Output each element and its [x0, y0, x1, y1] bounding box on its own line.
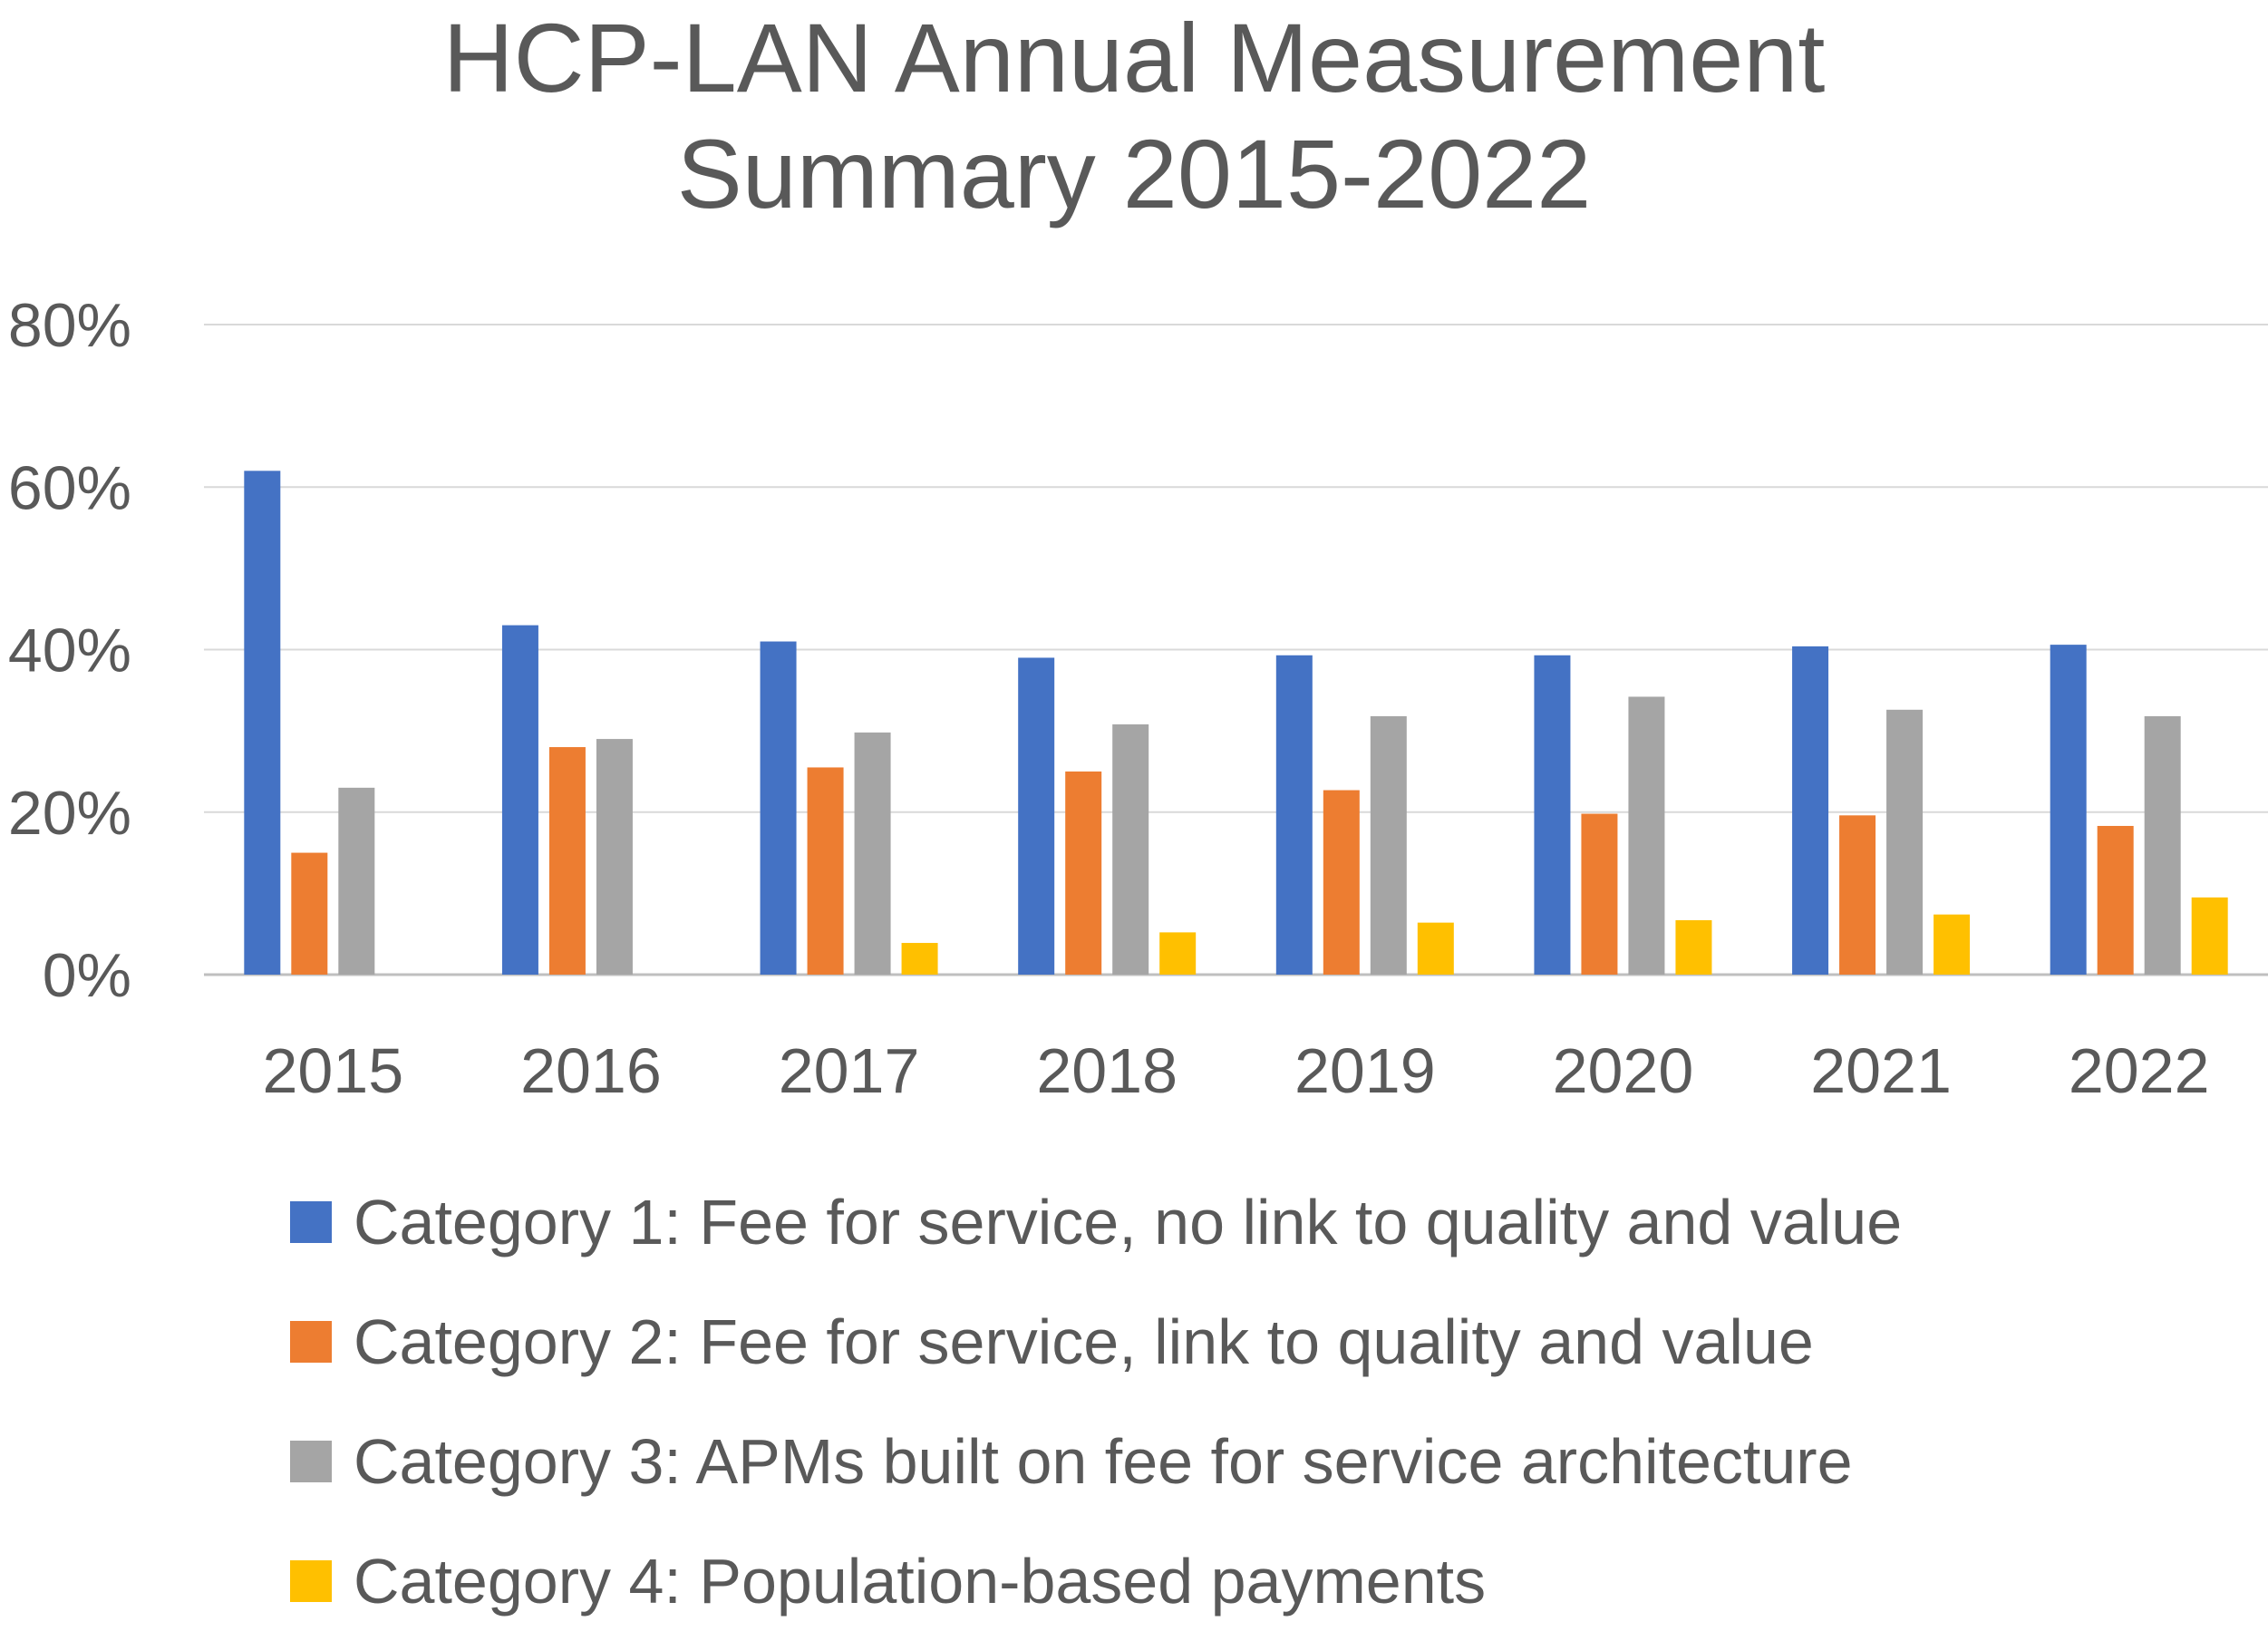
x-tick-label: 2021: [1810, 1035, 1952, 1106]
legend: Category 1: Fee for service, no link to …: [290, 1162, 1902, 1641]
legend-swatch: [290, 1560, 332, 1602]
legend-item-category-2: Category 2: Fee for service, link to qua…: [290, 1282, 1902, 1402]
bar-2022-series-2: [2097, 825, 2134, 975]
x-axis-ticks: 2015 2016 2017 2018 2019 2020 2021 2022: [262, 1035, 2209, 1106]
y-tick-label: 60%: [8, 453, 131, 522]
x-tick-label: 2018: [1036, 1035, 1178, 1106]
bar-2020-series-4: [1675, 919, 1712, 975]
bar-2018-series-1: [1018, 657, 1055, 975]
bar-2016-series-2: [548, 747, 586, 975]
bar-2015-series-3: [338, 787, 375, 975]
bar-2017-series-1: [760, 641, 797, 975]
legend-label: Category 1: Fee for service, no link to …: [354, 1187, 1903, 1257]
bar-2022-series-1: [2050, 645, 2087, 975]
legend-item-category-1: Category 1: Fee for service, no link to …: [290, 1162, 1902, 1282]
gridlines: [204, 324, 2268, 976]
bar-2020-series-3: [1628, 696, 1665, 975]
legend-swatch: [290, 1321, 332, 1363]
bar-2015-series-2: [291, 852, 328, 975]
x-tick-label: 2019: [1294, 1035, 1436, 1106]
bars: [244, 471, 2228, 975]
bar-2020-series-2: [1581, 813, 1618, 975]
legend-item-category-3: Category 3: APMs built on fee for servic…: [290, 1402, 1902, 1521]
bar-2016-series-1: [501, 625, 538, 975]
legend-label: Category 4: Population-based payments: [354, 1546, 1487, 1617]
bar-2017-series-4: [901, 943, 938, 975]
bar-2020-series-1: [1534, 655, 1571, 975]
y-tick-label: 40%: [8, 617, 131, 685]
legend-label: Category 3: APMs built on fee for servic…: [354, 1426, 1853, 1497]
bar-chart: 0%20%40%60%80% 2015 2016 2017 2018 2019 2020 2…: [8, 291, 2268, 1106]
x-tick-label: 2016: [520, 1035, 662, 1106]
bar-2019-series-2: [1323, 790, 1360, 975]
bar-2017-series-3: [854, 732, 891, 975]
legend-item-category-4: Category 4: Population-based payments: [290, 1521, 1902, 1641]
chart-title-line-2: Summary 2015-2022: [676, 119, 1592, 228]
bar-2016-series-3: [596, 739, 633, 975]
y-tick-label: 20%: [8, 779, 131, 848]
legend-swatch: [290, 1441, 332, 1482]
bar-2019-series-4: [1417, 922, 1454, 975]
bar-2017-series-2: [807, 767, 844, 975]
bar-2018-series-2: [1065, 771, 1102, 975]
bar-2021-series-3: [1886, 709, 1924, 975]
bar-2019-series-1: [1275, 655, 1313, 975]
bar-2019-series-3: [1370, 715, 1407, 975]
y-axis-ticks: 0% 20% 40% 60% 80%: [8, 291, 131, 1010]
legend-swatch: [290, 1201, 332, 1243]
bar-2021-series-1: [1792, 646, 1829, 975]
bar-2021-series-2: [1839, 815, 1876, 975]
bar-2018-series-4: [1159, 932, 1197, 975]
x-tick-label: 2015: [262, 1035, 403, 1106]
bar-2021-series-4: [1934, 914, 1971, 975]
chart-title: HCP-LAN Annual Measurement Summary 2015-…: [0, 0, 2268, 232]
chart-title-line-1: HCP-LAN Annual Measurement: [442, 3, 1826, 112]
x-tick-label: 2020: [1553, 1035, 1694, 1106]
bar-2018-series-3: [1112, 723, 1149, 975]
y-tick-label: 80%: [8, 291, 131, 360]
bar-2015-series-1: [244, 471, 281, 975]
legend-label: Category 2: Fee for service, link to qua…: [354, 1306, 1814, 1377]
x-tick-label: 2017: [779, 1035, 920, 1106]
bar-2022-series-4: [2191, 897, 2228, 975]
y-tick-label: 0%: [43, 941, 131, 1010]
x-tick-label: 2022: [2069, 1035, 2210, 1106]
bar-2022-series-3: [2144, 715, 2181, 975]
